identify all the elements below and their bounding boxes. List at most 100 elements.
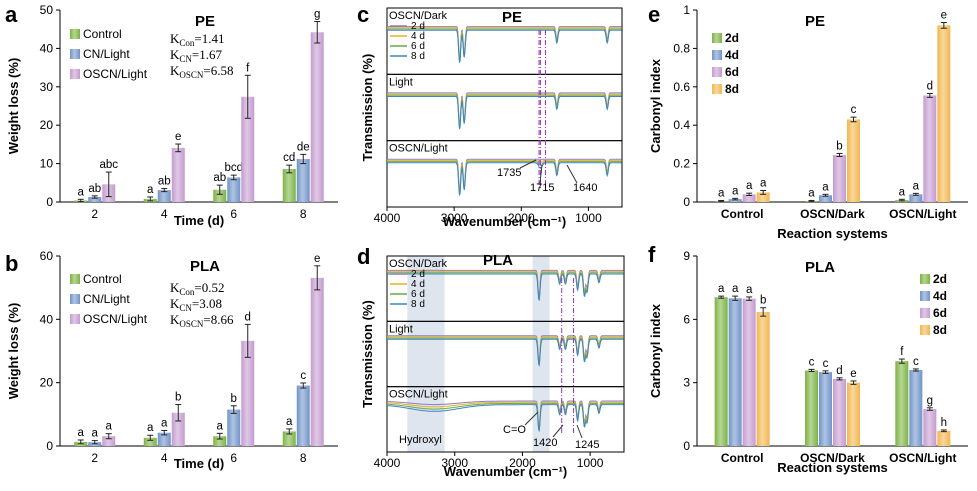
bar-Control-6	[213, 189, 227, 202]
k-value: =0.52	[194, 280, 224, 295]
legend-swatch	[920, 325, 930, 335]
y-tick-label: 0.8	[673, 41, 690, 55]
bar-6d-Control	[742, 194, 756, 202]
x-tick-label: 1000	[577, 456, 604, 470]
y-tick-label: 9	[683, 249, 690, 263]
x-tick-label: 4000	[374, 211, 401, 225]
significance-label: a	[760, 177, 767, 189]
bar-8d-Control	[756, 311, 770, 446]
significance-label: a	[286, 416, 293, 428]
x-tick-label: 2	[91, 207, 98, 221]
rate-constant-label: KCN=1.67	[170, 47, 222, 64]
k-subscript: Con	[179, 287, 195, 297]
k-symbol: K	[170, 47, 180, 62]
significance-label: b	[760, 295, 766, 307]
x-axis-title: Time (d)	[174, 456, 224, 471]
x-tick-label: 2000	[509, 456, 536, 470]
rate-constant-label: KOSCN=8.66	[170, 312, 234, 329]
ftir-trace-8d	[387, 162, 622, 196]
x-tick-label: OSCN/Dark	[800, 451, 865, 465]
ftir-trace-8d	[387, 338, 624, 367]
annotation-1420: 1420	[533, 437, 557, 449]
x-tick-label: OSCN/Light	[889, 207, 956, 221]
x-tick-label: Control	[721, 451, 764, 465]
highlight-band	[532, 256, 550, 452]
k-subscript: OSCN	[179, 70, 204, 80]
significance-label: e	[941, 9, 947, 21]
annotation-pointer	[524, 411, 539, 426]
k-subscript: CN	[179, 303, 192, 313]
k-symbol: K	[170, 63, 180, 78]
panel-title: PE	[805, 13, 825, 30]
ftir-trace-6d	[387, 28, 622, 62]
ftir-trace-8d	[387, 29, 622, 63]
k-value: =1.67	[192, 47, 223, 62]
significance-label: bcd	[224, 162, 243, 174]
legend-swatch	[712, 67, 722, 77]
annotation-1735: 1735	[497, 167, 521, 179]
bar-2d-OSCN/Light	[895, 361, 909, 446]
ftir-trace-2d	[387, 26, 622, 60]
x-tick-label: 8	[300, 451, 307, 465]
panel-letter: c	[357, 2, 369, 27]
y-tick-label: 0.4	[673, 118, 690, 132]
ftir-trace-6d	[387, 94, 622, 129]
significance-label: abc	[99, 159, 118, 171]
x-axis-title: Reaction systems	[777, 226, 888, 241]
x-tick-label: 6	[230, 207, 237, 221]
legend-swatch	[920, 308, 930, 318]
bar-4d-OSCN/Dark	[819, 195, 832, 202]
significance-label: e	[175, 131, 181, 143]
subplot-frame	[386, 386, 625, 453]
significance-label: h	[941, 417, 947, 429]
subplot-label: OSCN/Dark	[389, 10, 448, 22]
significance-label: a	[732, 185, 739, 197]
bar-Control-8	[282, 431, 296, 446]
significance-label: c	[851, 104, 857, 116]
k-value: =1.41	[194, 31, 224, 46]
significance-label: b	[836, 140, 842, 152]
bar-CN/Light-2	[88, 197, 102, 202]
legend-label: Control	[83, 27, 122, 41]
bar-6d-Control	[742, 298, 756, 446]
bar-4d-OSCN/Light	[909, 370, 923, 446]
y-tick-label: 3	[683, 376, 690, 390]
legend-label: CN/Light	[83, 47, 130, 61]
x-tick-label: 3000	[441, 456, 468, 470]
significance-label: a	[808, 187, 815, 199]
subplot-label: OSCN/Light	[389, 143, 448, 155]
y-tick-label: 0.6	[673, 80, 690, 94]
y-tick-label: 40	[40, 312, 54, 326]
y-tick-label: 10	[40, 157, 54, 171]
legend-swatch	[70, 49, 80, 59]
ftir-trace-8d	[387, 273, 624, 302]
panel-title: PLA	[483, 252, 513, 269]
bar-6d-OSCN/Light	[923, 409, 937, 446]
bar-OSCN/Light-6	[241, 96, 255, 202]
annotation-hydroxyl: Hydroxyl	[399, 434, 442, 446]
x-tick-label: OSCN/Dark	[800, 207, 865, 221]
bar-CN/Light-4	[157, 190, 171, 202]
k-value: =3.08	[192, 296, 222, 311]
y-tick-label: 0	[683, 195, 690, 209]
y-tick-label: 6	[683, 312, 690, 326]
k-subscript: CN	[179, 54, 192, 64]
significance-label: g	[314, 9, 320, 21]
significance-label: a	[746, 180, 753, 192]
legend-label: 6d	[725, 65, 739, 79]
bar-OSCN/Light-4	[171, 147, 185, 202]
bar-6d-OSCN/Dark	[833, 154, 846, 202]
x-tick-label: 4000	[374, 456, 401, 470]
significance-label: b	[231, 393, 237, 405]
bar-OSCN/Light-6	[241, 340, 255, 446]
panel-letter: e	[648, 2, 660, 27]
x-axis-title: Wavenumber (cm⁻¹)	[443, 214, 566, 229]
x-axis-title: Reaction systems	[777, 460, 888, 475]
legend-label: OSCN/Light	[83, 67, 148, 81]
bar-OSCN/Light-2	[102, 436, 116, 446]
significance-label: a	[147, 422, 154, 434]
significance-label: d	[927, 81, 933, 93]
legend-swatch	[712, 84, 722, 94]
significance-label: c	[300, 370, 306, 382]
